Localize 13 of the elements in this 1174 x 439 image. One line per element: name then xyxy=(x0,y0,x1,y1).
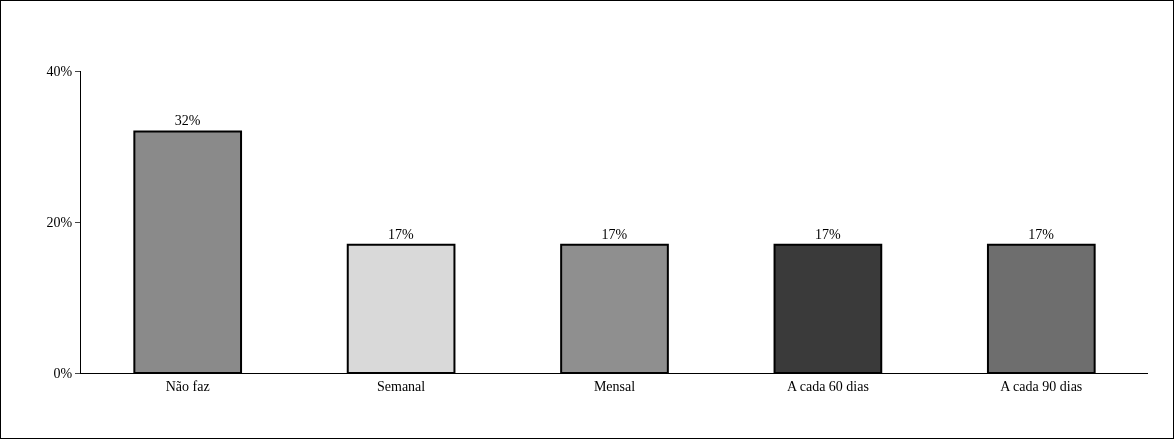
x-tick-label: A cada 60 dias xyxy=(786,378,869,394)
y-tick-label: 0% xyxy=(53,365,73,381)
data-label: 32% xyxy=(174,113,201,129)
x-tick-label: Mensal xyxy=(593,378,636,394)
x-tick-label: Semanal xyxy=(376,378,426,394)
data-label: 17% xyxy=(601,226,628,242)
x-tick-label: A cada 90 dias xyxy=(1000,378,1083,394)
data-label: 17% xyxy=(814,226,841,242)
y-tick-label: 20% xyxy=(46,214,73,230)
data-label: 17% xyxy=(1028,226,1055,242)
y-tick-label: 40% xyxy=(46,63,73,79)
x-tick-label: Não faz xyxy=(165,378,210,394)
data-label: 17% xyxy=(388,226,415,242)
